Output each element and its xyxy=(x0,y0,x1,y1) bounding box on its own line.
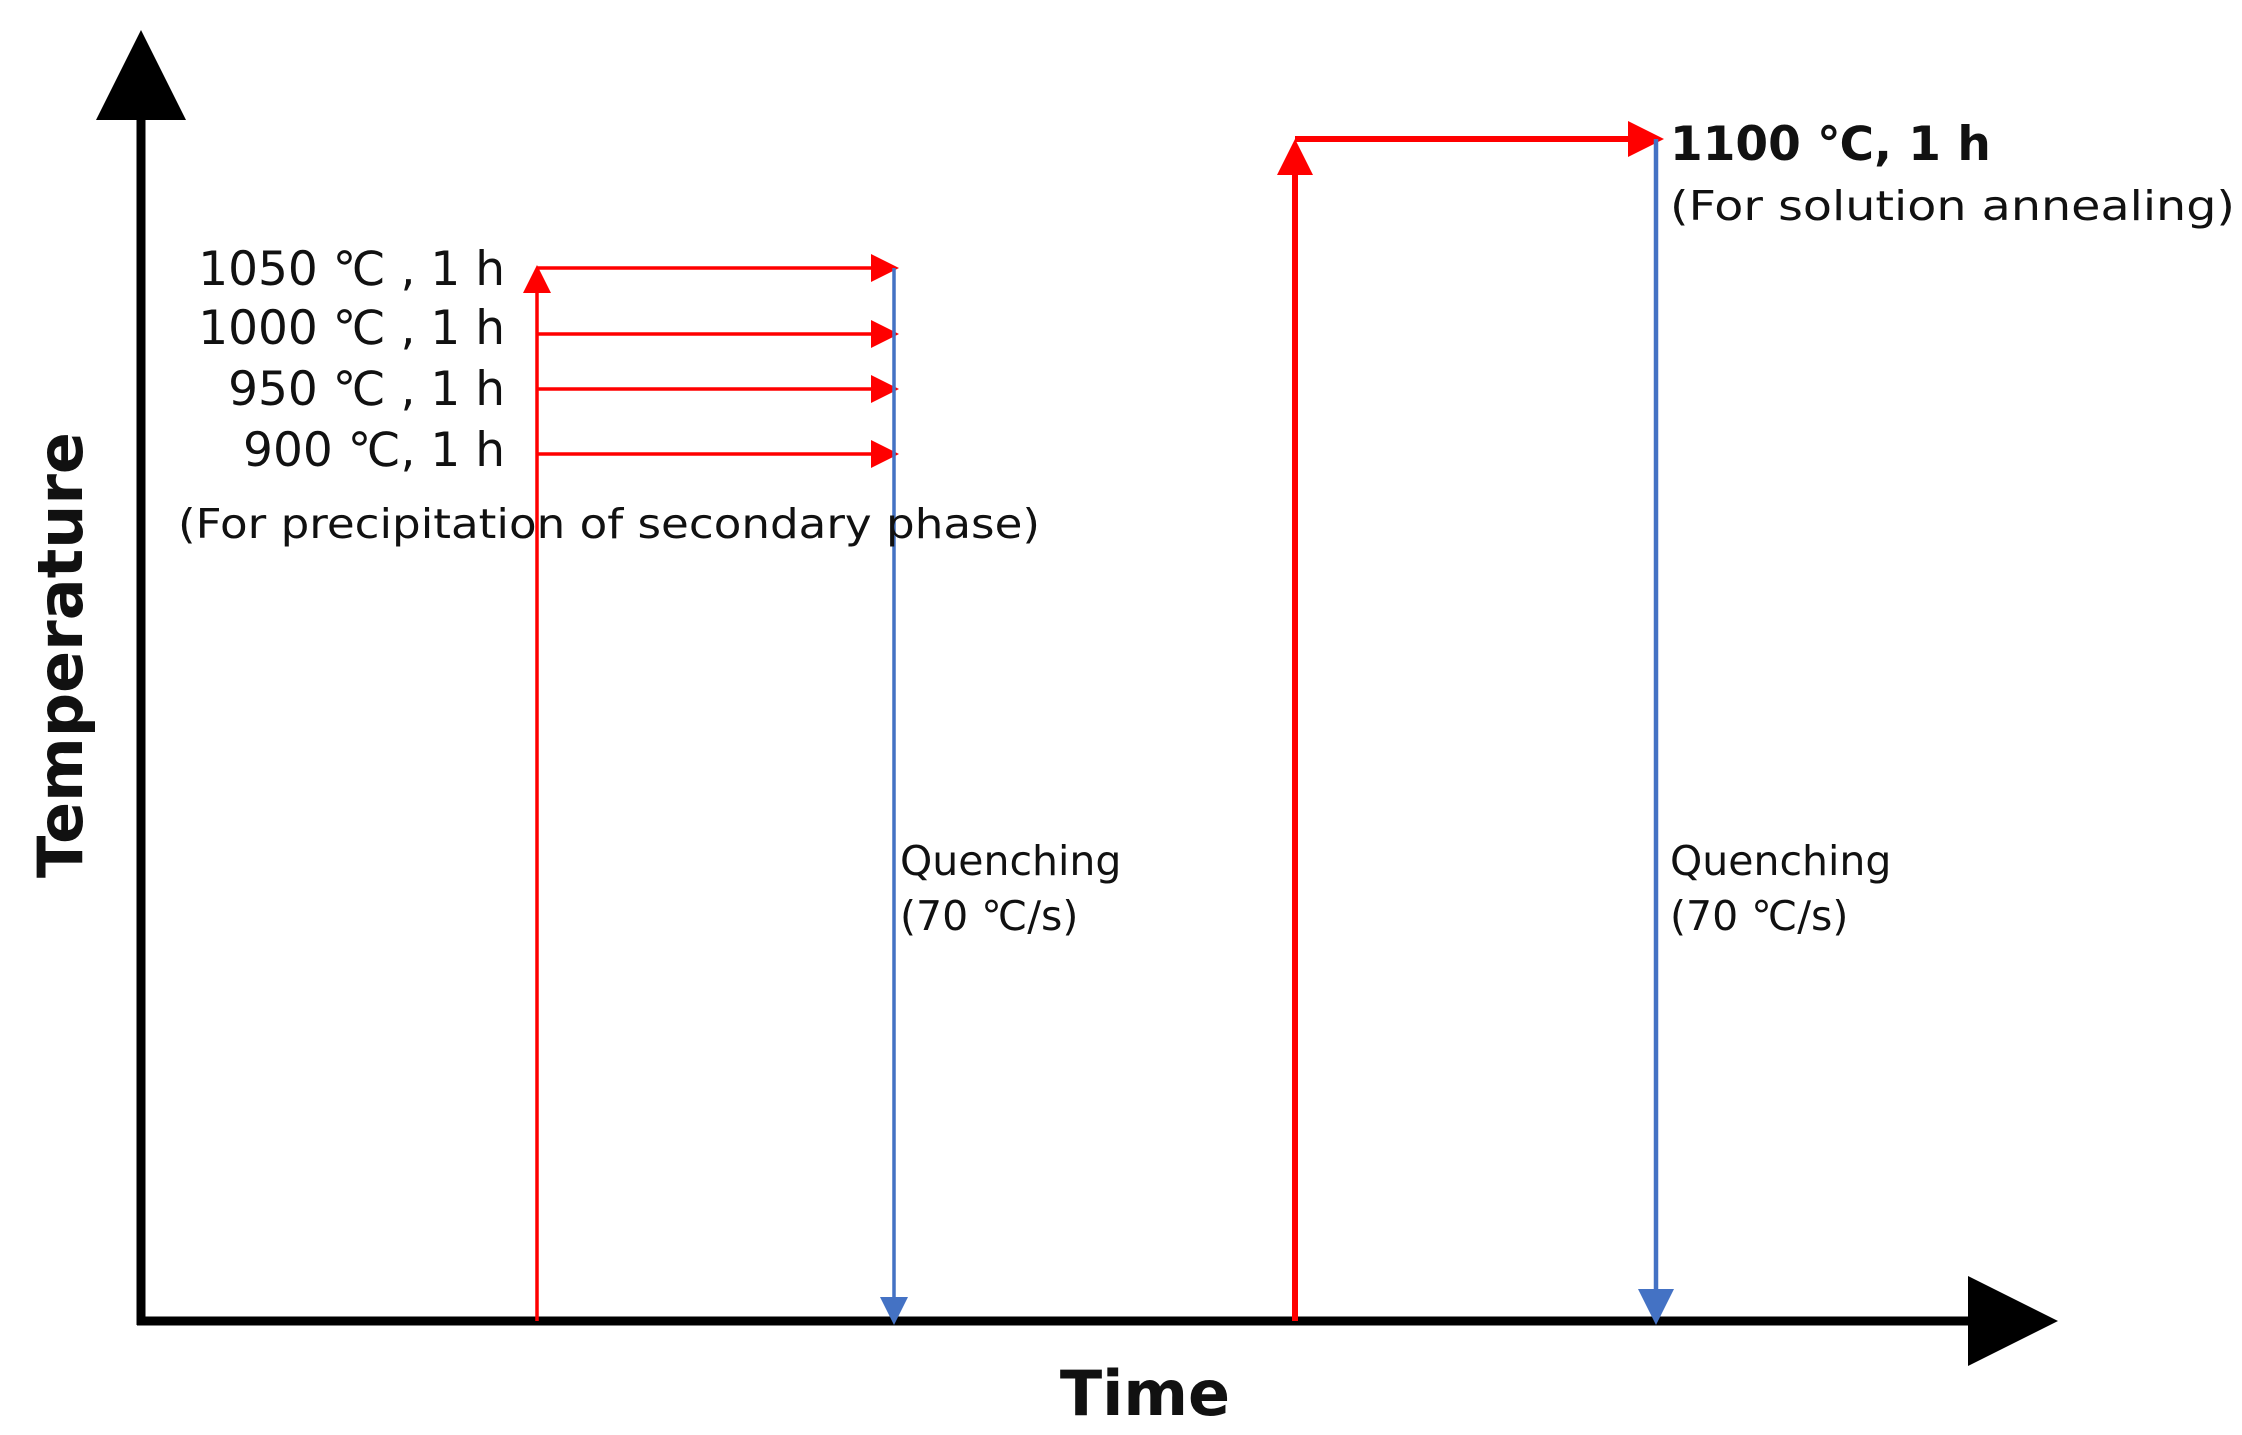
step-label-950: 950 ℃ , 1 h xyxy=(228,362,505,417)
x-axis-label: Time xyxy=(1060,1357,1230,1430)
step-label-1000: 1000 ℃ , 1 h xyxy=(198,301,505,356)
left-quench-label: Quenching xyxy=(900,837,1121,885)
right-quench-label: Quenching xyxy=(1670,837,1891,885)
step-label-900: 900 ℃, 1 h xyxy=(243,423,505,478)
right-process-note: (For solution annealing) xyxy=(1670,182,2235,230)
y-axis-label: Temperature xyxy=(24,432,97,878)
right-quench-rate: (70 ℃/s) xyxy=(1670,892,1848,940)
left-process-note: (For precipitation of secondary phase) xyxy=(178,500,1040,548)
left-quench-rate: (70 ℃/s) xyxy=(900,892,1078,940)
step-label-1050: 1050 ℃ , 1 h xyxy=(198,242,505,297)
right-step-label: 1100 ℃, 1 h xyxy=(1670,117,1991,172)
